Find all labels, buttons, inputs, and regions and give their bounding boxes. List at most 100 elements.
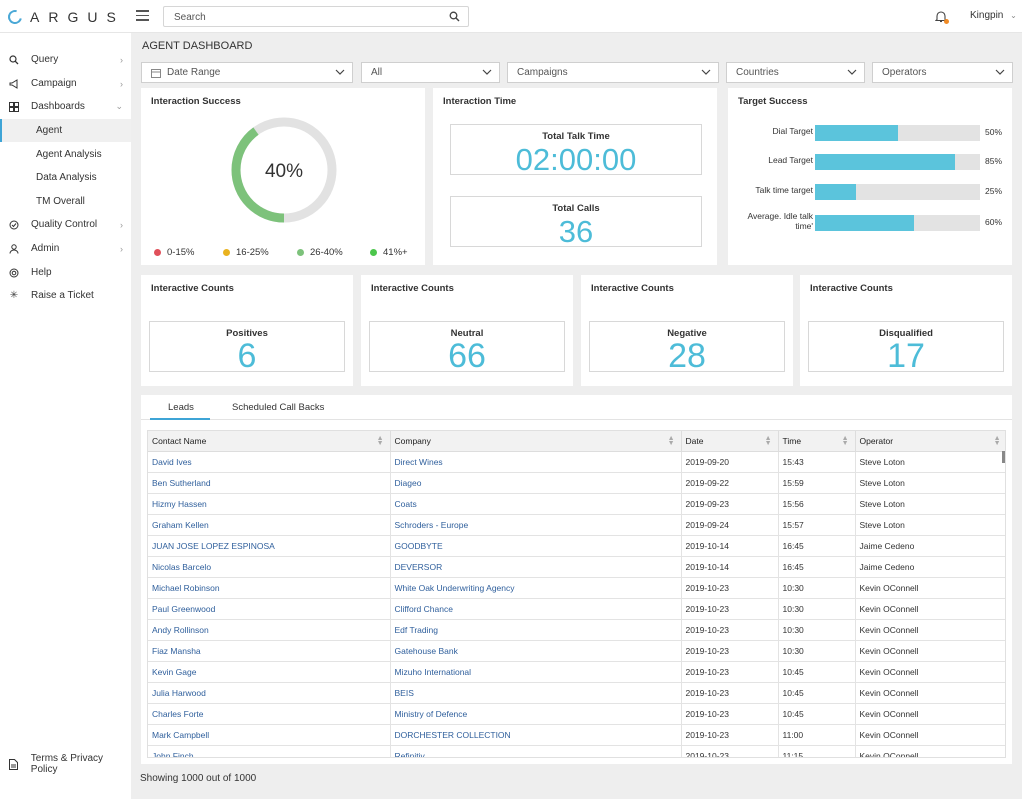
megaphone-icon [7, 78, 21, 89]
contact-name-cell[interactable]: John Finch [148, 745, 391, 757]
company-cell[interactable]: Diageo [390, 472, 682, 494]
campaigns-filter[interactable]: Campaigns [507, 62, 719, 83]
table-row[interactable]: Fiaz Mansha Gatehouse Bank 2019-10-23 10:30… [148, 640, 1005, 662]
table-row[interactable]: Kevin Gage Mizuho International 2019-10-23… [148, 661, 1005, 683]
contact-name-cell[interactable]: Ben Sutherland [148, 472, 391, 494]
sidebar-item-admin[interactable]: Admin › [0, 237, 131, 260]
campaigns-filter-label: Campaigns [517, 67, 568, 78]
chevron-right-icon: › [120, 219, 123, 230]
time-cell: 11:00 [778, 724, 856, 746]
company-cell[interactable]: GOODBYTE [390, 535, 682, 557]
sidebar-item-dashboards[interactable]: Dashboards ⌄ [0, 95, 131, 118]
column-header-time[interactable]: Time ▲ ▼ [778, 431, 856, 452]
company-cell[interactable]: DORCHESTER COLLECTION [390, 724, 682, 746]
contact-name-cell[interactable]: Paul Greenwood [148, 598, 391, 620]
date-cell: 2019-10-23 [681, 640, 779, 662]
table-row[interactable]: Andy Rollinson Edf Trading 2019-10-23 10:30… [148, 619, 1005, 641]
time-cell: 15:56 [778, 493, 856, 515]
table-row[interactable]: Julia Harwood BEIS 2019-10-23 10:45 Kevin OC… [148, 682, 1005, 704]
operators-filter[interactable]: Operators [872, 62, 1013, 83]
table-row[interactable]: Nicolas Barcelo DEVERSOR 2019-10-14 16:45 Ja… [148, 556, 1005, 578]
contact-name-cell[interactable]: JUAN JOSE LOPEZ ESPINOSA [148, 535, 391, 557]
company-cell[interactable]: BEIS [390, 682, 682, 704]
table-row[interactable]: JUAN JOSE LOPEZ ESPINOSA GOODBYTE 2019-10-… [148, 535, 1005, 557]
time-cell: 15:43 [778, 451, 856, 473]
contact-name-cell[interactable]: Andy Rollinson [148, 619, 391, 641]
all-filter[interactable]: All [361, 62, 500, 83]
table-row[interactable]: Paul Greenwood Clifford Chance 2019-10-23 1… [148, 598, 1005, 620]
company-cell[interactable]: Coats [390, 493, 682, 515]
company-cell[interactable]: Mizuho International [390, 661, 682, 683]
sidebar-item-help[interactable]: Help [0, 261, 131, 284]
target-label: Average. Idle talk time' [747, 211, 813, 232]
table-row[interactable]: John Finch Refinitiv 2019-10-23 11:15 Kevin … [148, 745, 1005, 757]
contact-name-cell[interactable]: Michael Robinson [148, 577, 391, 599]
sidebar-item-query[interactable]: Query › [0, 48, 131, 71]
sidebar-subitem-agent-analysis[interactable]: Agent Analysis [0, 143, 131, 166]
company-cell[interactable]: Gatehouse Bank [390, 640, 682, 662]
terms-link[interactable]: Terms & Privacy Policy [0, 753, 131, 775]
leads-table-wrapper: Contact Name ▲ ▼ Company ▲ ▼ Date ▲ ▼ Time ▲ ▼ O… [147, 430, 1006, 758]
terms-label: Terms & Privacy Policy [30, 753, 104, 775]
notification-bell-icon[interactable] [934, 10, 949, 24]
logo[interactable]: ARGUS [5, 7, 125, 27]
search-input[interactable] [164, 8, 434, 27]
table-row[interactable]: Mark Campbell DORCHESTER COLLECTION 2019-1… [148, 724, 1005, 746]
contact-name-cell[interactable]: Fiaz Mansha [148, 640, 391, 662]
contact-name-cell[interactable]: Graham Kellen [148, 514, 391, 536]
contact-name-cell[interactable]: Kevin Gage [148, 661, 391, 683]
contact-name-cell[interactable]: Nicolas Barcelo [148, 556, 391, 578]
sidebar-item-raise-ticket[interactable]: ✳ Raise a Ticket [0, 284, 131, 307]
sidebar-subitem-data-analysis[interactable]: Data Analysis [0, 166, 131, 189]
sidebar-subitem-tm-overall[interactable]: TM Overall [0, 190, 131, 213]
table-row[interactable]: Michael Robinson White Oak Underwriting A… [148, 577, 1005, 599]
table-row[interactable]: David Ives Direct Wines 2019-09-20 15:43 Ste… [148, 451, 1005, 473]
legend-label: 16-25% [236, 247, 269, 258]
contact-name-cell[interactable]: Mark Campbell [148, 724, 391, 746]
contact-name-cell[interactable]: David Ives [148, 451, 391, 473]
column-header-contact-name[interactable]: Contact Name ▲ ▼ [148, 431, 391, 452]
contact-name-cell[interactable]: Julia Harwood [148, 682, 391, 704]
card-title: Interactive Counts [151, 283, 234, 294]
company-cell[interactable]: Schroders - Europe [390, 514, 682, 536]
column-header-operator[interactable]: Operator ▲ ▼ [855, 431, 1005, 452]
sidebar-subitem-agent[interactable]: Agent [0, 119, 131, 142]
tab-scheduled-call-backs[interactable]: Scheduled Call Backs [232, 402, 325, 413]
card-title: Target Success [738, 96, 808, 107]
card-title: Interaction Success [151, 96, 241, 107]
target-percent: 85% [985, 156, 1003, 166]
company-cell[interactable]: Edf Trading [390, 619, 682, 641]
menu-toggle-icon[interactable] [136, 10, 149, 21]
sidebar-item-quality-control[interactable]: Quality Control › [0, 213, 131, 236]
user-menu[interactable]: Kingpin ⌄ [970, 10, 1017, 21]
company-cell[interactable]: Ministry of Defence [390, 703, 682, 725]
column-header-company[interactable]: Company ▲ ▼ [390, 431, 682, 452]
search-icon[interactable] [449, 11, 460, 22]
company-cell[interactable]: Clifford Chance [390, 598, 682, 620]
contact-name-cell[interactable]: Charles Forte [148, 703, 391, 725]
target-label: Lead Target [768, 155, 813, 165]
operator-cell: Jaime Cedeno [855, 535, 1005, 557]
table-row[interactable]: Ben Sutherland Diageo 2019-09-22 15:59 Steve… [148, 472, 1005, 494]
table-row[interactable]: Graham Kellen Schroders - Europe 2019-09-2… [148, 514, 1005, 536]
count-value: 6 [237, 337, 257, 375]
operator-cell: Jaime Cedeno [855, 556, 1005, 578]
tab-leads[interactable]: Leads [168, 402, 194, 413]
target-label-line: time' [795, 220, 813, 231]
table-row[interactable]: Charles Forte Ministry of Defence 2019-10-… [148, 703, 1005, 725]
contact-name-cell[interactable]: Hizmy Hassen [148, 493, 391, 515]
date-range-filter[interactable]: Date Range [141, 62, 353, 83]
sidebar-item-campaign[interactable]: Campaign › [0, 72, 131, 95]
sort-icon: ▲ ▼ [993, 435, 1001, 447]
company-cell[interactable]: Direct Wines [390, 451, 682, 473]
date-cell: 2019-10-23 [681, 745, 779, 757]
interaction-time-card: Interaction Time Total Talk Time 02:00:0… [433, 88, 717, 265]
column-header-date[interactable]: Date ▲ ▼ [681, 431, 779, 452]
count-card-disqualified: Interactive Counts Disqualified 17 [800, 275, 1012, 386]
company-cell[interactable]: DEVERSOR [390, 556, 682, 578]
company-cell[interactable]: White Oak Underwriting Agency [390, 577, 682, 599]
table-row[interactable]: Hizmy Hassen Coats 2019-09-23 15:56 Steve Lo… [148, 493, 1005, 515]
table-scrollbar-thumb[interactable] [1002, 451, 1005, 463]
countries-filter[interactable]: Countries [726, 62, 865, 83]
company-cell[interactable]: Refinitiv [390, 745, 682, 757]
